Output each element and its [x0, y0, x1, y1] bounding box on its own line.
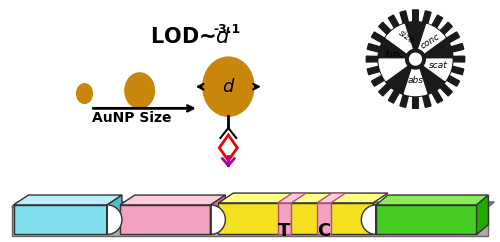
Text: scat: scat: [429, 61, 448, 70]
Polygon shape: [14, 205, 107, 234]
Polygon shape: [14, 195, 122, 205]
Text: LOD~$d$: LOD~$d$: [150, 27, 230, 47]
Polygon shape: [388, 90, 399, 103]
Text: C: C: [318, 222, 330, 241]
Polygon shape: [378, 22, 391, 35]
Polygon shape: [317, 203, 331, 234]
Polygon shape: [476, 195, 488, 234]
Polygon shape: [376, 205, 476, 234]
Wedge shape: [404, 68, 427, 96]
Text: T: T: [278, 222, 290, 241]
Polygon shape: [451, 44, 464, 52]
Polygon shape: [210, 195, 226, 234]
Polygon shape: [372, 76, 384, 86]
Text: abs: abs: [408, 76, 424, 85]
Polygon shape: [422, 94, 431, 107]
Polygon shape: [412, 97, 418, 108]
Polygon shape: [218, 203, 373, 234]
Wedge shape: [386, 24, 412, 53]
Polygon shape: [317, 193, 346, 203]
Polygon shape: [362, 205, 376, 234]
Polygon shape: [412, 10, 418, 22]
Wedge shape: [424, 59, 452, 81]
Text: func: func: [384, 50, 404, 59]
Polygon shape: [12, 207, 488, 236]
Polygon shape: [372, 32, 384, 43]
Polygon shape: [368, 44, 380, 52]
Text: size: size: [397, 29, 416, 46]
Polygon shape: [378, 83, 391, 96]
Text: $d$: $d$: [222, 78, 235, 96]
Polygon shape: [432, 90, 442, 103]
Polygon shape: [368, 66, 380, 75]
Polygon shape: [446, 32, 460, 43]
Circle shape: [378, 22, 453, 97]
Polygon shape: [376, 195, 488, 205]
Polygon shape: [388, 15, 399, 28]
Circle shape: [410, 53, 422, 65]
Wedge shape: [418, 24, 445, 53]
Ellipse shape: [202, 57, 254, 116]
Polygon shape: [12, 202, 494, 207]
Circle shape: [406, 49, 425, 69]
Polygon shape: [107, 195, 122, 234]
Polygon shape: [107, 205, 122, 234]
Polygon shape: [432, 15, 442, 28]
Polygon shape: [210, 205, 226, 234]
Polygon shape: [451, 66, 464, 75]
Polygon shape: [422, 11, 431, 24]
Polygon shape: [218, 193, 388, 203]
Polygon shape: [446, 76, 460, 86]
Text: -3.1: -3.1: [214, 23, 241, 36]
Polygon shape: [440, 22, 452, 35]
Polygon shape: [120, 195, 226, 205]
Polygon shape: [440, 83, 452, 96]
Ellipse shape: [125, 73, 154, 108]
Ellipse shape: [76, 84, 92, 103]
Text: AuNP Size: AuNP Size: [92, 111, 172, 125]
Polygon shape: [400, 11, 408, 24]
Polygon shape: [453, 56, 464, 62]
Polygon shape: [366, 56, 378, 62]
Wedge shape: [379, 59, 408, 81]
Polygon shape: [400, 94, 408, 107]
Polygon shape: [278, 203, 291, 234]
Polygon shape: [120, 205, 210, 234]
Text: conc: conc: [420, 31, 442, 50]
Polygon shape: [278, 193, 306, 203]
